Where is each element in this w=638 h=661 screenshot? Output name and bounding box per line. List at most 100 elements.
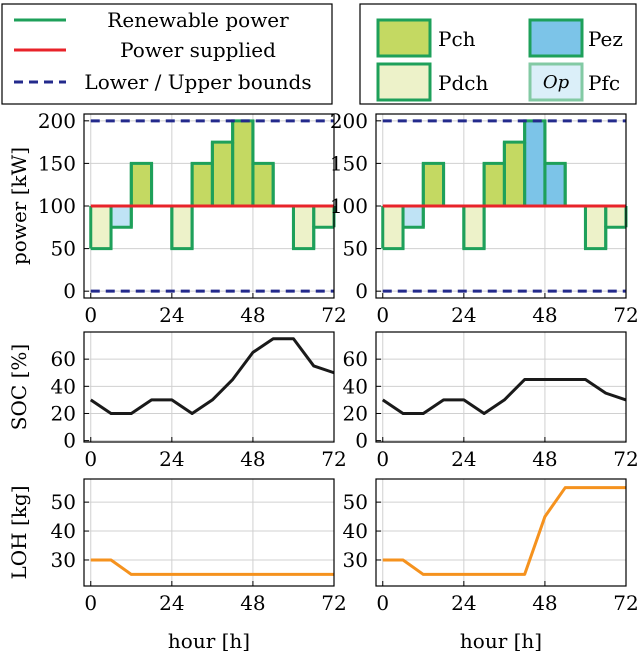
x-tick-label: 72 bbox=[321, 303, 346, 327]
y-tick-label: 50 bbox=[51, 237, 76, 261]
fill-fuel_cell bbox=[403, 206, 424, 228]
x-tick-label: 0 bbox=[84, 303, 97, 327]
y-tick-label: 40 bbox=[343, 374, 368, 398]
legend-bounds-label: Lower / Upper bounds bbox=[84, 70, 311, 94]
x-tick-label: 48 bbox=[532, 303, 557, 327]
legend-pdch-label: Pdch bbox=[438, 71, 488, 95]
fill-charge bbox=[192, 163, 213, 206]
x-tick-label: 48 bbox=[240, 303, 265, 327]
plot-frame bbox=[83, 331, 335, 443]
y-tick-label: 30 bbox=[343, 548, 368, 572]
fill-fuel_cell bbox=[111, 206, 132, 228]
loh-line bbox=[90, 558, 334, 576]
plot-frame bbox=[83, 478, 335, 587]
fill-discharge bbox=[605, 206, 626, 228]
legend-pch-swatch bbox=[376, 18, 432, 58]
panel-soc-left: 0 24 48 72 0 20 40 60 SOC [%] bbox=[7, 331, 347, 471]
x-tick-label: 24 bbox=[159, 447, 184, 471]
y-tick-label: 40 bbox=[51, 519, 76, 543]
fill-discharge bbox=[585, 206, 606, 249]
fill-discharge bbox=[382, 206, 404, 249]
x-tick-label: 0 bbox=[376, 303, 389, 327]
panel-power-right: 0 24 48 72 0 50 100 150 200 bbox=[330, 109, 638, 327]
x-tick-label: 72 bbox=[321, 591, 346, 615]
y-tick-label: 30 bbox=[51, 548, 76, 572]
y-tick-label: 60 bbox=[51, 347, 76, 371]
y-tick-label: 40 bbox=[343, 519, 368, 543]
fill-discharge bbox=[313, 206, 334, 228]
fill-charge bbox=[252, 163, 274, 206]
x-axis-label: hour [h] bbox=[168, 629, 250, 653]
fill-charge bbox=[423, 163, 444, 206]
panel-power-left: 0 24 48 72 0 50 100 150 200 power [kW] bbox=[7, 109, 347, 327]
fill-discharge bbox=[171, 206, 193, 249]
y-tick-label: 20 bbox=[343, 401, 368, 425]
x-tick-label: 48 bbox=[532, 447, 557, 471]
y-tick-label: 150 bbox=[330, 151, 368, 175]
fill-charge bbox=[232, 120, 253, 206]
fill-charge bbox=[504, 142, 525, 206]
soc-line bbox=[89, 337, 335, 415]
legend-pez-label: Pez bbox=[588, 27, 623, 51]
fill-discharge bbox=[90, 206, 112, 249]
soc-line bbox=[381, 378, 627, 415]
fill-electrolyzer bbox=[544, 163, 566, 206]
legend-power: Renewable power Power supplied Lower / U… bbox=[1, 3, 333, 105]
y-tick-label: 100 bbox=[38, 194, 76, 218]
y-tick-label: 60 bbox=[343, 347, 368, 371]
y-tick-label: 200 bbox=[38, 109, 76, 133]
x-tick-label: 72 bbox=[321, 447, 346, 471]
y-tick-label: 40 bbox=[51, 374, 76, 398]
y-axis-label: power [kW] bbox=[7, 147, 31, 265]
x-tick-label: 24 bbox=[159, 303, 184, 327]
plot-frame bbox=[375, 478, 627, 587]
plot-frame bbox=[375, 331, 627, 443]
x-tick-label: 48 bbox=[240, 591, 265, 615]
fill-charge bbox=[484, 163, 505, 206]
legend-pfc-swatch bbox=[528, 62, 584, 102]
y-tick-label: 200 bbox=[330, 109, 368, 133]
fill-charge bbox=[131, 163, 152, 206]
y-tick-label: 150 bbox=[38, 151, 76, 175]
legend-pdch-swatch bbox=[376, 62, 432, 102]
y-tick-label: 0 bbox=[63, 429, 76, 453]
fill-charge bbox=[212, 142, 233, 206]
legend-storage: Pch Pez Pdch Op Pfc bbox=[359, 3, 637, 105]
x-axis-label: hour [h] bbox=[460, 629, 542, 653]
x-tick-label: 0 bbox=[84, 591, 97, 615]
fill-electrolyzer bbox=[524, 120, 545, 206]
panel-loh-left: 0 24 48 72 30 40 50 LOH [kg] hour [h] bbox=[7, 478, 347, 653]
fill-discharge bbox=[463, 206, 485, 249]
panel-soc-right: 0 24 48 72 0 20 40 60 bbox=[343, 331, 638, 471]
x-tick-label: 72 bbox=[613, 303, 638, 327]
panel-loh-right: 0 24 48 72 30 40 50 hour [h] bbox=[343, 478, 638, 653]
x-tick-label: 24 bbox=[451, 591, 476, 615]
x-tick-label: 0 bbox=[376, 447, 389, 471]
legend-pfc-swatch-label: Op bbox=[543, 72, 570, 93]
y-tick-label: 50 bbox=[343, 490, 368, 514]
x-tick-label: 24 bbox=[451, 447, 476, 471]
y-tick-label: 100 bbox=[330, 194, 368, 218]
x-tick-label: 48 bbox=[532, 591, 557, 615]
x-tick-label: 72 bbox=[613, 591, 638, 615]
x-tick-label: 0 bbox=[376, 591, 389, 615]
y-tick-label: 50 bbox=[51, 490, 76, 514]
x-tick-label: 72 bbox=[613, 447, 638, 471]
x-tick-label: 0 bbox=[84, 447, 97, 471]
fill-discharge bbox=[293, 206, 314, 249]
loh-line bbox=[382, 486, 626, 576]
y-tick-label: 0 bbox=[63, 279, 76, 303]
legend-renewable-label: Renewable power bbox=[107, 8, 289, 32]
x-tick-label: 24 bbox=[159, 591, 184, 615]
legend-pfc-label: Pfc bbox=[588, 71, 620, 95]
y-tick-label: 50 bbox=[343, 237, 368, 261]
y-tick-label: 20 bbox=[51, 401, 76, 425]
legend-pch-label: Pch bbox=[438, 27, 476, 51]
y-axis-label: LOH [kg] bbox=[7, 485, 31, 579]
legend-supplied-label: Power supplied bbox=[120, 38, 276, 62]
x-tick-label: 24 bbox=[451, 303, 476, 327]
y-tick-label: 0 bbox=[355, 279, 368, 303]
legend-pez-swatch bbox=[528, 18, 584, 58]
